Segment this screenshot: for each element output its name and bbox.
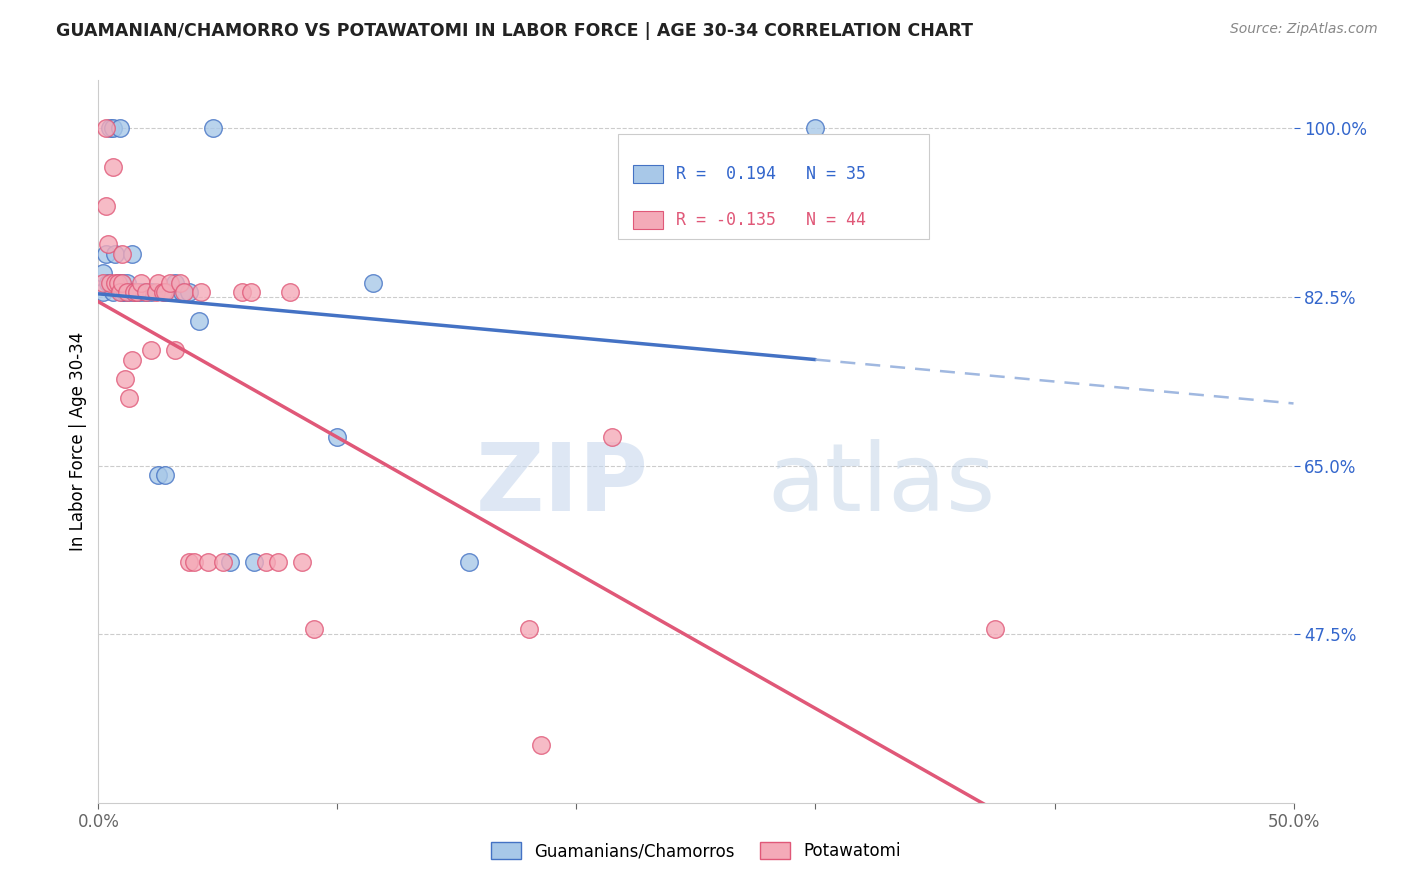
Point xyxy=(97,237,120,252)
Point xyxy=(101,121,124,136)
Point xyxy=(139,285,162,300)
Point xyxy=(94,198,117,212)
Point xyxy=(145,285,167,300)
Point xyxy=(101,285,124,300)
Point xyxy=(104,276,127,290)
Point xyxy=(91,266,114,280)
Point xyxy=(124,285,146,300)
Point xyxy=(278,285,301,300)
Point xyxy=(111,285,134,300)
Point xyxy=(219,555,242,569)
Point xyxy=(159,285,181,300)
Text: ZIP: ZIP xyxy=(475,439,648,531)
Point xyxy=(202,121,225,136)
Legend: Guamanians/Chamorros, Potawatomi: Guamanians/Chamorros, Potawatomi xyxy=(485,835,907,867)
Point xyxy=(291,555,314,569)
Point xyxy=(179,555,201,569)
Point xyxy=(131,285,153,300)
Point xyxy=(118,391,141,405)
Point xyxy=(363,276,385,290)
Point xyxy=(267,555,290,569)
Point xyxy=(114,285,136,300)
Point xyxy=(602,430,624,444)
Point xyxy=(108,121,131,136)
Point xyxy=(183,555,205,569)
Point xyxy=(124,285,146,300)
Point xyxy=(118,285,141,300)
Point xyxy=(254,555,277,569)
Text: Source: ZipAtlas.com: Source: ZipAtlas.com xyxy=(1230,22,1378,37)
Point xyxy=(155,468,177,483)
Point xyxy=(243,555,266,569)
Point xyxy=(108,285,131,300)
Point xyxy=(155,285,177,300)
Point xyxy=(169,276,191,290)
Text: R = -0.135   N = 44: R = -0.135 N = 44 xyxy=(676,211,866,229)
Point xyxy=(125,285,148,300)
Point xyxy=(302,623,325,637)
Point xyxy=(111,276,134,290)
Point xyxy=(91,276,114,290)
Y-axis label: In Labor Force | Age 30-34: In Labor Force | Age 30-34 xyxy=(69,332,87,551)
Point xyxy=(530,738,553,752)
Point xyxy=(121,246,143,260)
Point xyxy=(326,430,349,444)
Point xyxy=(98,121,122,136)
Text: GUAMANIAN/CHAMORRO VS POTAWATOMI IN LABOR FORCE | AGE 30-34 CORRELATION CHART: GUAMANIAN/CHAMORRO VS POTAWATOMI IN LABO… xyxy=(56,22,973,40)
FancyBboxPatch shape xyxy=(633,211,662,229)
Point xyxy=(135,285,157,300)
Point xyxy=(91,285,114,300)
Point xyxy=(173,285,195,300)
FancyBboxPatch shape xyxy=(619,135,929,239)
Point xyxy=(107,276,129,290)
Point xyxy=(190,285,212,300)
Point xyxy=(104,246,127,260)
Point xyxy=(121,352,143,367)
Point xyxy=(197,555,219,569)
Point xyxy=(163,343,186,357)
Text: R =  0.194   N = 35: R = 0.194 N = 35 xyxy=(676,165,866,183)
Point xyxy=(111,276,134,290)
Point xyxy=(458,555,481,569)
Point xyxy=(101,160,124,174)
Point xyxy=(98,276,122,290)
Point xyxy=(159,276,181,290)
Point xyxy=(115,285,138,300)
Text: atlas: atlas xyxy=(768,439,995,531)
FancyBboxPatch shape xyxy=(633,165,662,184)
Point xyxy=(172,285,194,300)
Point xyxy=(111,246,134,260)
Point xyxy=(187,314,209,328)
Point xyxy=(94,121,117,136)
Point xyxy=(114,372,136,386)
Point xyxy=(131,276,153,290)
Point xyxy=(517,623,540,637)
Point xyxy=(135,285,157,300)
Point xyxy=(179,285,201,300)
Point xyxy=(148,468,170,483)
Point xyxy=(163,276,186,290)
Point xyxy=(107,276,129,290)
Point xyxy=(125,285,148,300)
Point xyxy=(240,285,263,300)
Point xyxy=(231,285,253,300)
Point xyxy=(97,276,120,290)
Point xyxy=(139,343,162,357)
Point xyxy=(115,276,138,290)
Point xyxy=(152,285,174,300)
Point xyxy=(211,555,233,569)
Point xyxy=(148,276,170,290)
Point xyxy=(984,623,1007,637)
Point xyxy=(804,121,827,136)
Point xyxy=(94,246,117,260)
